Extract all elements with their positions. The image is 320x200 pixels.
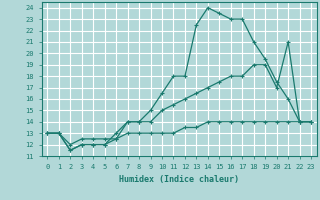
X-axis label: Humidex (Indice chaleur): Humidex (Indice chaleur): [119, 175, 239, 184]
